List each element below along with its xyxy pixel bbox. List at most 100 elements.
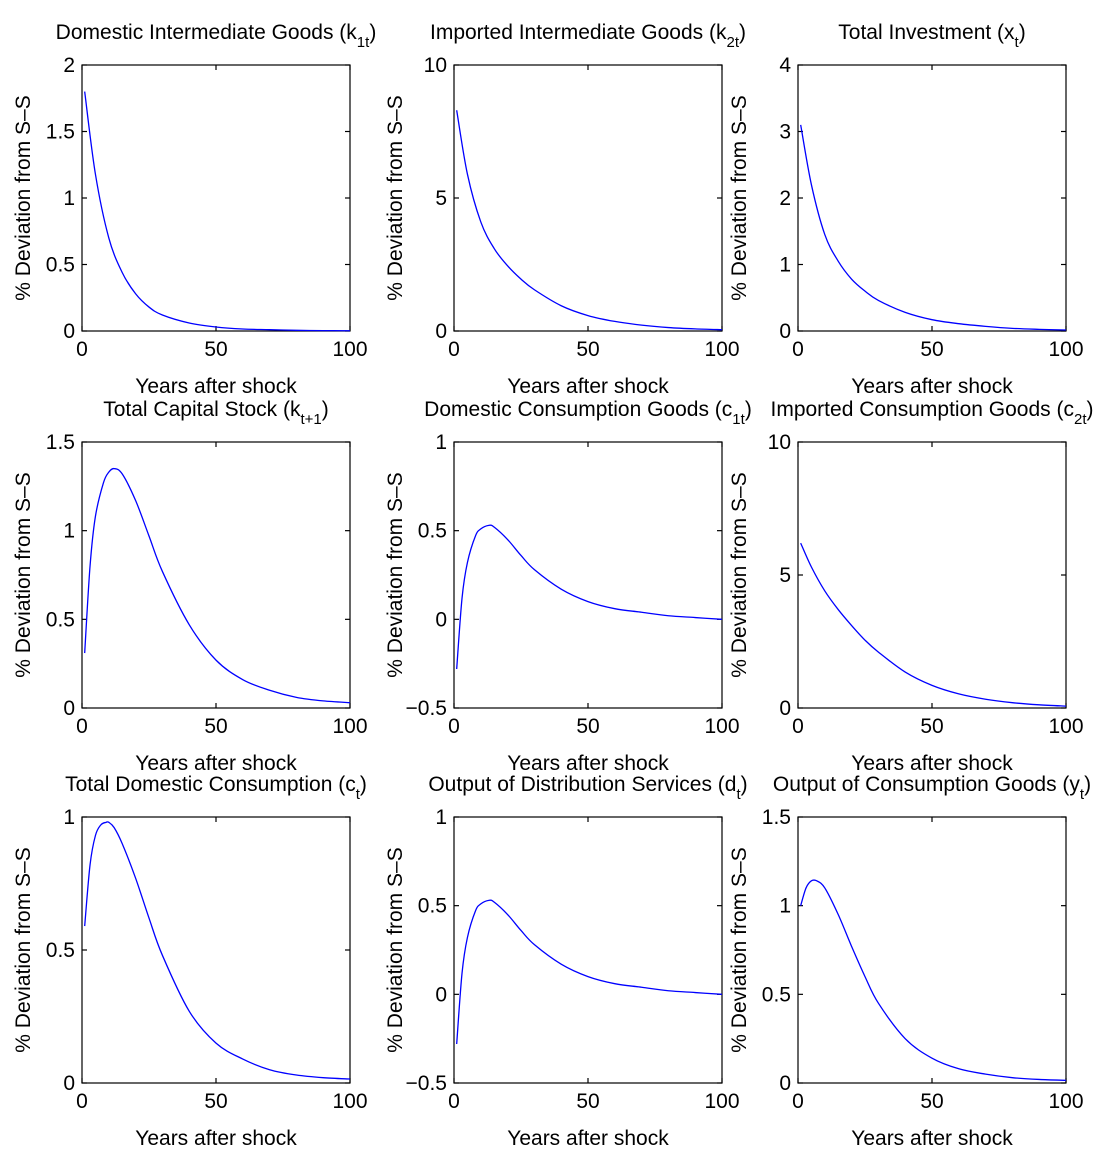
x-tick-label: 100 xyxy=(704,338,739,361)
x-tick-label: 50 xyxy=(204,338,227,361)
x-axis-label: Years after shock xyxy=(851,375,1013,398)
series-line-1 xyxy=(456,524,723,670)
series-line-1 xyxy=(800,879,1067,1081)
title-main: Total Investment (x xyxy=(838,21,1015,44)
x-tick-label: 100 xyxy=(704,1090,739,1113)
y-tick-label: 0 xyxy=(435,983,447,1006)
series-line-1 xyxy=(84,821,351,1080)
x-tick-label: 100 xyxy=(332,1090,367,1113)
title-tail: ) xyxy=(745,398,752,421)
x-tick-label: 0 xyxy=(448,1090,460,1113)
x-tick-label: 0 xyxy=(76,338,88,361)
plot-frame xyxy=(453,816,723,1084)
subplot-title: Total Investment (xt) xyxy=(838,21,1025,51)
y-tick-label: 5 xyxy=(435,187,447,210)
y-tick-label: 1 xyxy=(435,431,447,454)
series-line-1 xyxy=(456,110,723,331)
title-subscript: t+1 xyxy=(300,411,321,428)
subplot-title: Imported Intermediate Goods (k2t) xyxy=(430,21,746,51)
plot-frame xyxy=(81,441,351,709)
subplot-title: Output of Distribution Services (dt) xyxy=(428,773,747,803)
x-axis-label: Years after shock xyxy=(851,752,1013,775)
x-tick-label: 50 xyxy=(920,338,943,361)
x-tick-label: 50 xyxy=(204,715,227,738)
plot-frame xyxy=(453,441,723,709)
title-main: Imported Consumption Goods (c xyxy=(771,398,1074,421)
x-tick-label: 50 xyxy=(576,338,599,361)
subplot-2: Imported Intermediate Goods (k2t) 0 50 100 0… xyxy=(384,21,746,398)
title-main: Domestic Intermediate Goods (k xyxy=(56,21,358,44)
y-axis-label: % Deviation from S–S xyxy=(12,472,35,677)
y-axis-label: % Deviation from S–S xyxy=(384,472,407,677)
y-tick-label: 10 xyxy=(768,431,791,454)
y-tick-label: 0 xyxy=(435,608,447,631)
y-tick-label: 0.5 xyxy=(46,608,75,631)
plot-frame xyxy=(81,816,351,1084)
y-tick-label: 0 xyxy=(779,320,791,343)
series-line-1 xyxy=(84,91,351,332)
y-tick-label: 0.5 xyxy=(46,254,75,277)
x-tick-label: 100 xyxy=(704,715,739,738)
y-axis-label: % Deviation from S–S xyxy=(12,847,35,1052)
title-tail: ) xyxy=(1019,21,1026,44)
subplot-6: Imported Consumption Goods (c2t) 0 50 100 0 5… xyxy=(728,398,1094,775)
y-tick-label: 1 xyxy=(63,520,75,543)
subplot-9: Output of Consumption Goods (yt)0 50 10000… xyxy=(728,773,1091,1150)
title-tail: ) xyxy=(1087,398,1094,421)
plot-frame xyxy=(797,441,1067,709)
title-subscript: 2t xyxy=(1074,411,1087,428)
x-tick-label: 50 xyxy=(920,1090,943,1113)
subplot-title: Total Domestic Consumption (ct) xyxy=(65,773,367,803)
title-subscript: t xyxy=(1080,786,1085,803)
subplot-8: Output of Distribution Services (dt) 0 50 1… xyxy=(384,773,748,1150)
plot-frame xyxy=(81,64,351,332)
x-tick-label: 100 xyxy=(1048,715,1083,738)
title-main: Total Domestic Consumption (c xyxy=(65,773,356,796)
subplot-title: Output of Consumption Goods (yt) xyxy=(773,773,1091,803)
title-main: Output of Consumption Goods (y xyxy=(773,773,1080,796)
title-tail: ) xyxy=(360,773,367,796)
y-tick-label: 2 xyxy=(63,54,75,77)
x-tick-label: 50 xyxy=(576,715,599,738)
y-tick-label: 0.5 xyxy=(762,983,791,1006)
x-tick-label: 50 xyxy=(920,715,943,738)
y-tick-label: 0.5 xyxy=(418,520,447,543)
y-tick-label: 1 xyxy=(779,254,791,277)
x-tick-label: 100 xyxy=(1048,338,1083,361)
x-tick-label: 0 xyxy=(792,1090,804,1113)
x-tick-label: 0 xyxy=(76,1090,88,1113)
title-tail: ) xyxy=(1084,773,1091,796)
y-tick-label: 0 xyxy=(779,1072,791,1095)
y-tick-label: 10 xyxy=(424,54,447,77)
x-tick-label: 0 xyxy=(448,715,460,738)
y-tick-label: 1 xyxy=(779,895,791,918)
x-axis-label: Years after shock xyxy=(135,752,297,775)
x-axis-label: Years after shock xyxy=(507,1127,669,1150)
plot-frame xyxy=(797,64,1067,332)
y-tick-label: 0 xyxy=(63,697,75,720)
title-tail: ) xyxy=(369,21,376,44)
y-axis-label: % Deviation from S–S xyxy=(384,95,407,300)
y-tick-label: −0.5 xyxy=(406,697,447,720)
y-tick-label: 1 xyxy=(435,806,447,829)
title-main: Imported Intermediate Goods (k xyxy=(430,21,727,44)
y-tick-label: 5 xyxy=(779,564,791,587)
x-tick-label: 100 xyxy=(332,338,367,361)
subplot-5: Domestic Consumption Goods (c1t) 0 50 100 −0… xyxy=(384,398,752,775)
x-tick-label: 50 xyxy=(576,1090,599,1113)
x-axis-label: Years after shock xyxy=(507,375,669,398)
title-subscript: t xyxy=(736,786,741,803)
subplot-title: Domestic Intermediate Goods (k1t) xyxy=(56,21,377,51)
x-axis-label: Years after shock xyxy=(135,375,297,398)
subplot-title: Imported Consumption Goods (c2t) xyxy=(771,398,1094,428)
y-tick-label: 1.5 xyxy=(46,431,75,454)
title-tail: ) xyxy=(322,398,329,421)
y-tick-label: 4 xyxy=(779,54,791,77)
plot-frame xyxy=(453,64,723,332)
title-subscript: 2t xyxy=(726,34,739,51)
y-tick-label: 1 xyxy=(63,806,75,829)
title-main: Domestic Consumption Goods (c xyxy=(424,398,732,421)
title-tail: ) xyxy=(741,773,748,796)
title-main: Output of Distribution Services (d xyxy=(428,773,736,796)
